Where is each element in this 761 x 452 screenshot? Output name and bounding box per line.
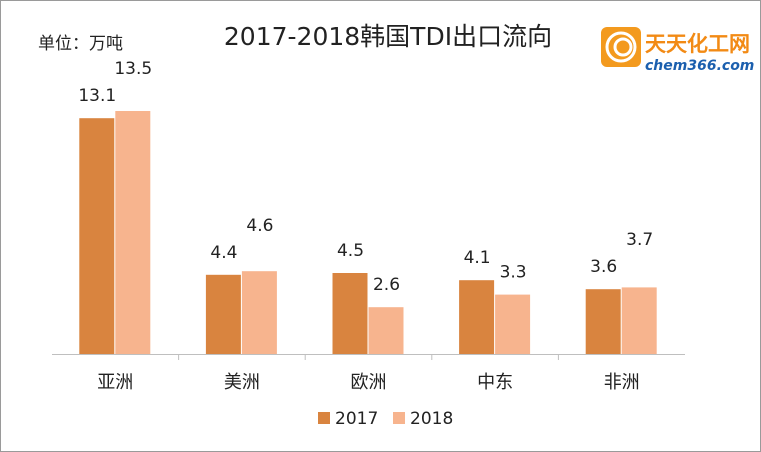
x-tick-label: 欧洲 <box>351 372 387 393</box>
x-tick-label: 亚洲 <box>97 372 133 393</box>
chart-title: 2017-2018韩国TDI出口流向 <box>224 22 552 51</box>
legend-swatch <box>318 412 330 424</box>
logo-ring <box>605 31 637 63</box>
logo: 天天化工网 chem366.com <box>601 27 754 74</box>
legend-label: 2017 <box>335 409 378 429</box>
bar <box>115 111 151 354</box>
data-label: 3.3 <box>500 263 527 283</box>
bar <box>241 271 277 354</box>
data-label: 4.4 <box>210 243 237 263</box>
bar <box>368 307 404 354</box>
bar <box>621 287 657 354</box>
legend-swatch <box>393 412 405 424</box>
bar <box>495 294 531 354</box>
bar <box>585 289 621 354</box>
data-label: 4.5 <box>337 241 364 261</box>
bar <box>332 273 368 354</box>
data-label: 3.7 <box>626 230 653 250</box>
data-label: 13.1 <box>78 86 116 106</box>
logo-name: 天天化工网 <box>645 32 750 56</box>
logo-ring <box>613 37 633 57</box>
data-label: 2.6 <box>373 275 400 295</box>
logo-url: chem366.com <box>645 58 754 74</box>
bar <box>459 280 495 354</box>
data-label: 4.6 <box>246 216 273 236</box>
bar <box>205 274 241 354</box>
x-tick-label: 非洲 <box>604 372 640 393</box>
bar <box>79 118 115 354</box>
data-label: 13.5 <box>114 59 152 79</box>
legend-label: 2018 <box>410 409 453 429</box>
data-label: 3.6 <box>590 257 617 277</box>
x-tick-label: 美洲 <box>224 372 260 393</box>
data-label: 4.1 <box>464 248 491 268</box>
unit-label: 单位：万吨 <box>38 34 123 54</box>
x-tick-label: 中东 <box>477 372 513 393</box>
